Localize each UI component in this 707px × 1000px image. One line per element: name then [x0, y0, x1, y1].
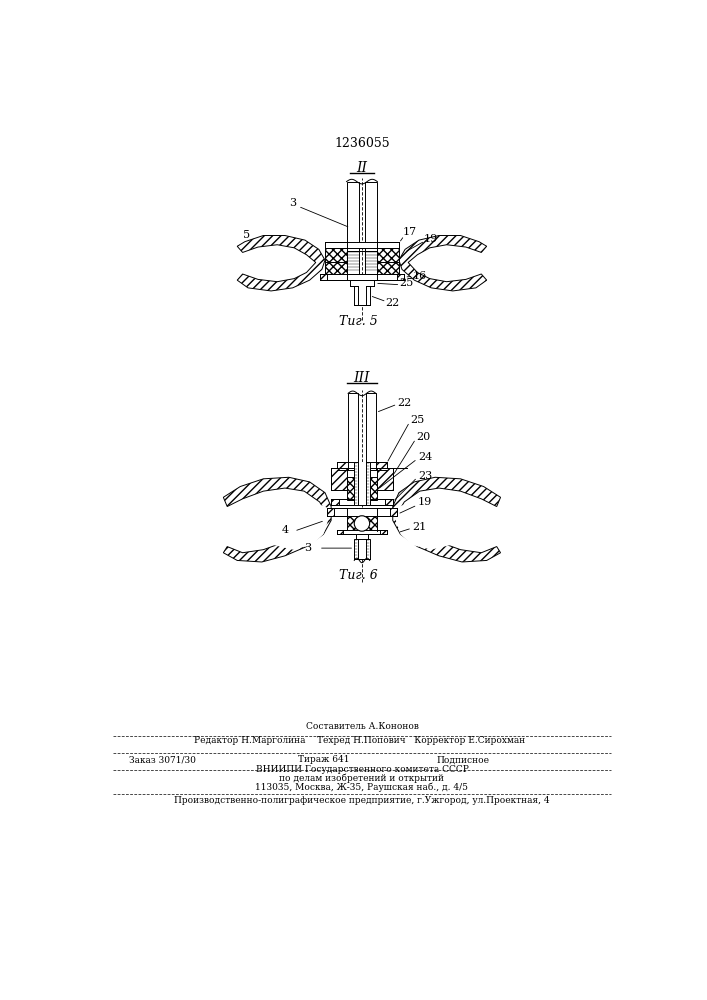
Polygon shape — [348, 393, 358, 466]
Text: Заказ 3071/30: Заказ 3071/30 — [129, 755, 196, 764]
Polygon shape — [354, 286, 370, 305]
Polygon shape — [380, 530, 387, 534]
Text: Тираж 641: Тираж 641 — [298, 755, 349, 764]
Polygon shape — [358, 462, 366, 505]
Polygon shape — [346, 499, 378, 505]
Text: Подписное: Подписное — [437, 755, 490, 764]
Polygon shape — [378, 468, 393, 490]
Polygon shape — [346, 530, 378, 534]
Polygon shape — [354, 539, 370, 559]
Polygon shape — [346, 477, 361, 500]
Polygon shape — [358, 539, 366, 559]
Polygon shape — [350, 280, 374, 286]
Text: 21: 21 — [413, 522, 427, 532]
Polygon shape — [346, 242, 378, 248]
Polygon shape — [393, 477, 501, 562]
Polygon shape — [337, 462, 387, 470]
Text: Редактор Н.Марголина: Редактор Н.Марголина — [194, 736, 305, 745]
Polygon shape — [238, 494, 328, 550]
Polygon shape — [378, 262, 399, 276]
Text: 20: 20 — [416, 432, 431, 442]
Text: 5: 5 — [243, 231, 250, 240]
Polygon shape — [346, 274, 378, 280]
Text: 16: 16 — [413, 271, 427, 281]
Polygon shape — [337, 530, 387, 534]
Text: Производственно-полиграфическое предприятие, г.Ужгород, ул.Проектная, 4: Производственно-полиграфическое предприя… — [174, 796, 550, 805]
Polygon shape — [327, 508, 397, 516]
Text: 3: 3 — [305, 543, 312, 553]
Polygon shape — [365, 182, 378, 251]
Text: 22: 22 — [397, 398, 411, 408]
Text: 25: 25 — [399, 278, 414, 288]
Text: 19: 19 — [424, 234, 438, 244]
Text: 22: 22 — [385, 298, 400, 308]
Text: по делам изобретений и открытий: по делам изобретений и открытий — [279, 774, 445, 783]
Polygon shape — [331, 468, 346, 490]
Polygon shape — [238, 235, 325, 291]
Text: 1236055: 1236055 — [334, 137, 390, 150]
Polygon shape — [363, 477, 378, 500]
Circle shape — [354, 516, 370, 531]
Polygon shape — [411, 249, 479, 279]
Text: ВНИИПИ Государственного комитета СССР: ВНИИПИ Государственного комитета СССР — [255, 765, 469, 774]
Polygon shape — [356, 534, 368, 539]
Polygon shape — [327, 508, 334, 516]
Polygon shape — [331, 468, 393, 490]
Polygon shape — [346, 516, 361, 531]
Polygon shape — [385, 499, 393, 505]
Polygon shape — [346, 182, 359, 251]
Polygon shape — [354, 462, 370, 505]
Polygon shape — [363, 516, 378, 531]
Polygon shape — [378, 248, 399, 262]
Polygon shape — [331, 499, 339, 505]
Text: 23: 23 — [418, 471, 432, 481]
Polygon shape — [245, 249, 312, 279]
Text: Составитель А.Кононов: Составитель А.Кононов — [305, 722, 419, 731]
Text: II: II — [356, 161, 368, 175]
Polygon shape — [397, 274, 404, 280]
Text: 19: 19 — [418, 497, 432, 507]
Polygon shape — [320, 274, 404, 280]
Text: 17: 17 — [402, 227, 416, 237]
Text: 25: 25 — [410, 415, 424, 425]
Polygon shape — [223, 477, 331, 562]
Text: 3: 3 — [289, 198, 296, 208]
Polygon shape — [346, 508, 378, 516]
Polygon shape — [331, 499, 393, 505]
Text: Техред Н.Попович   Корректор Е.Сирохман: Техред Н.Попович Корректор Е.Сирохман — [317, 736, 525, 745]
Polygon shape — [396, 494, 486, 550]
Polygon shape — [337, 530, 344, 534]
Polygon shape — [325, 242, 399, 248]
Polygon shape — [390, 508, 397, 516]
Polygon shape — [358, 286, 366, 305]
Text: Τиг. 5: Τиг. 5 — [339, 315, 378, 328]
Polygon shape — [399, 235, 486, 291]
Text: III: III — [354, 371, 370, 385]
Text: 113035, Москва, Ж-35, Раушская наб., д. 4/5: 113035, Москва, Ж-35, Раушская наб., д. … — [255, 782, 469, 792]
Text: 4: 4 — [281, 525, 288, 535]
Text: Τиг. 6: Τиг. 6 — [339, 569, 378, 582]
Text: 24: 24 — [418, 452, 432, 462]
Polygon shape — [325, 262, 346, 276]
Polygon shape — [366, 393, 376, 466]
Polygon shape — [348, 462, 376, 470]
Polygon shape — [325, 248, 346, 262]
Polygon shape — [320, 274, 327, 280]
